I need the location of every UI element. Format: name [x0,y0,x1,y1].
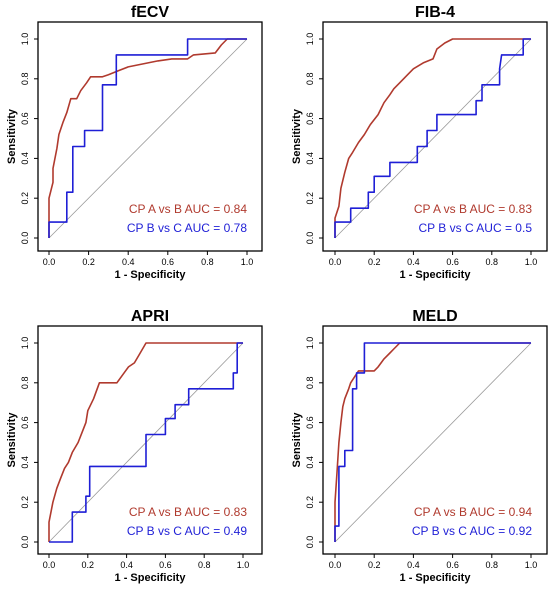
x-axis-label: 1 - Specificity [115,269,187,281]
plot-frame [322,325,548,555]
x-tick-label: 1.0 [237,560,250,570]
x-tick-label: 0.0 [329,257,342,267]
x-tick-label: 0.4 [407,257,420,267]
y-tick-label: 0.2 [20,192,30,205]
roc-curve-cp-a-vs-b [48,342,243,542]
y-tick-label: 0.8 [305,73,315,86]
y-tick-label: 0.8 [20,73,30,86]
x-tick-label: 0.4 [407,560,420,570]
legend-entry: CP A vs B AUC = 0.83 [414,202,533,216]
reference-diagonal-line [48,38,248,239]
y-tick-label: 0.0 [305,232,315,245]
y-axis-label: Sensitivity [6,108,18,164]
x-tick-label: 1.0 [525,560,538,570]
x-tick-label: 0.8 [486,560,499,570]
x-tick-label: 0.8 [201,257,214,267]
x-tick-label: 0.6 [159,560,172,570]
y-axis-label: Sensitivity [6,412,18,468]
y-tick-label: 0.0 [20,232,30,245]
roc-curve-cp-b-vs-c [334,38,531,238]
roc-panel-4: MELD 0.0 0.2 0.4 0.6 0.8 1.0 0.0 0.2 0.4 0.6 0.8 1.0… [291,308,548,584]
x-axis-label: 1 - Specificity [115,572,187,584]
reference-diagonal-line [334,342,532,543]
y-tick-label: 0.4 [20,456,30,469]
x-axis-label: 1 - Specificity [400,269,472,281]
legend-entry: CP B vs C AUC = 0.92 [412,524,532,538]
legend-entry: CP B vs C AUC = 0.5 [419,221,533,235]
roc-curve-cp-a-vs-b [48,38,247,238]
y-tick-label: 0.2 [305,192,315,205]
x-tick-label: 0.4 [120,560,133,570]
y-tick-label: 0.4 [305,456,315,469]
y-tick-label: 0.8 [305,377,315,390]
y-tick-label: 0.2 [305,496,315,509]
y-tick-label: 1.0 [20,33,30,46]
plot-frame [37,21,263,252]
y-tick-label: 0.0 [20,536,30,549]
y-tick-label: 0.6 [305,112,315,125]
y-axis-label: Sensitivity [291,412,303,468]
x-tick-label: 0.2 [368,560,381,570]
y-tick-label: 1.0 [20,337,30,350]
y-tick-label: 0.4 [305,152,315,165]
chart-title: MELD [412,308,457,325]
roc-curve-cp-b-vs-c [48,38,247,238]
x-tick-label: 0.2 [368,257,381,267]
x-tick-label: 0.6 [446,257,459,267]
roc-panel-2: FIB-4 0.0 0.2 0.4 0.6 0.8 1.0 0.0 0.2 0.4 0.6 0.8 1.… [291,4,548,281]
y-tick-label: 0.8 [20,377,30,390]
roc-curve-cp-a-vs-b [334,342,531,542]
legend-entry: CP B vs C AUC = 0.49 [127,524,247,538]
roc-curve-cp-b-vs-c [49,342,243,543]
y-tick-label: 0.6 [20,112,30,125]
plot-frame [37,325,263,555]
roc-curve-cp-a-vs-b [334,38,531,238]
y-tick-label: 0.6 [305,416,315,429]
x-tick-label: 0.0 [43,257,56,267]
legend-entry: CP A vs B AUC = 0.94 [414,505,533,519]
legend-entry: CP A vs B AUC = 0.84 [129,202,248,216]
y-tick-label: 0.6 [20,416,30,429]
x-tick-label: 1.0 [525,257,538,267]
roc-panel-1: fECV 0.0 0.2 0.4 0.6 0.8 1.0 0.0 0.2 0.4 0.6 0.8 1.0… [6,4,263,281]
x-tick-label: 0.8 [198,560,211,570]
x-tick-label: 0.2 [82,560,95,570]
chart-title: fECV [131,4,170,21]
x-tick-label: 0.0 [329,560,342,570]
legend-entry: CP A vs B AUC = 0.83 [129,505,248,519]
x-tick-label: 0.6 [446,560,459,570]
y-tick-label: 1.0 [305,33,315,46]
y-tick-label: 0.4 [20,152,30,165]
x-axis-label: 1 - Specificity [400,572,472,584]
y-axis-label: Sensitivity [291,108,303,164]
legend-entry: CP B vs C AUC = 0.78 [127,221,247,235]
y-tick-label: 1.0 [305,337,315,350]
roc-panel-3: APRI 0.0 0.2 0.4 0.6 0.8 1.0 0.0 0.2 0.4 0.6 0.8 1.0… [6,308,263,584]
x-tick-label: 1.0 [241,257,254,267]
y-tick-label: 0.2 [20,496,30,509]
chart-title: FIB-4 [415,4,455,21]
chart-title: APRI [131,308,169,325]
roc-curve-cp-b-vs-c [334,342,531,542]
y-tick-label: 0.0 [305,536,315,549]
plot-frame [322,21,548,252]
x-tick-label: 0.4 [122,257,135,267]
x-tick-label: 0.0 [43,560,56,570]
x-tick-label: 0.8 [486,257,499,267]
x-tick-label: 0.6 [162,257,175,267]
x-tick-label: 0.2 [82,257,95,267]
